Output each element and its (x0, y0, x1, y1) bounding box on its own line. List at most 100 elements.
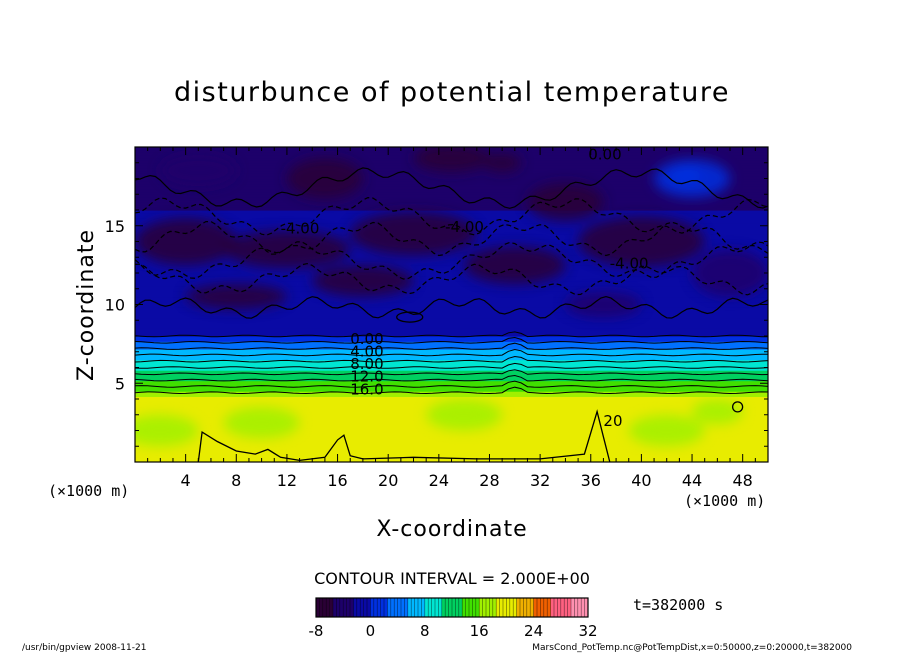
color-band (135, 210, 768, 214)
colorbar-segment (482, 598, 487, 617)
color-band (135, 364, 768, 369)
contour-label: 16.0 (350, 380, 383, 398)
colorbar-segment (370, 598, 375, 617)
colorbar-segment (387, 598, 392, 617)
colorbar-segment (564, 598, 568, 617)
colorbar-tick-label: 0 (366, 622, 376, 640)
color-band (135, 396, 768, 400)
x-axis-unit: (×1000 m) (684, 492, 765, 510)
color-band (135, 312, 768, 316)
isoline (135, 295, 768, 319)
colorbar-segment (404, 598, 409, 617)
colorbar-segment (492, 598, 497, 617)
colorbar-segment (343, 598, 347, 617)
colorbar-segment (577, 598, 582, 617)
colorbar-segment (557, 598, 562, 617)
isoline (135, 374, 768, 382)
disturbance-cell (350, 211, 477, 256)
color-band (135, 280, 768, 285)
disturbance-cell (527, 183, 604, 222)
colorbar-segment (503, 598, 507, 617)
contour-label: 20 (603, 412, 622, 430)
contour-label: -4.00 (445, 218, 484, 236)
color-band (135, 252, 768, 256)
color-band (135, 441, 768, 445)
color-band (135, 383, 768, 387)
disturbance-cell (426, 399, 503, 431)
x-tick-label: 36 (581, 471, 601, 490)
disturbance-cell (413, 147, 490, 173)
footer-right: MarsCond_PotTemp.nc@PotTempDist,x=0:5000… (532, 643, 852, 653)
contour-label: 0.00 (588, 146, 621, 164)
isoline (135, 342, 768, 350)
colorbar-segment (509, 598, 514, 617)
disturbance-cell (135, 217, 237, 266)
colorbar-segment (380, 598, 385, 617)
colorbar-segment (319, 598, 324, 617)
x-tick-label: 12 (277, 471, 297, 490)
color-band (135, 199, 768, 203)
color-band (135, 309, 768, 313)
color-band (135, 338, 768, 342)
color-band (135, 283, 768, 287)
colorbar-segment (554, 598, 558, 617)
colorbar-tick-label: -8 (309, 622, 324, 640)
colorbar-segment (421, 598, 426, 617)
color-band (135, 375, 768, 379)
color-band (135, 451, 768, 455)
colorbar (315, 597, 589, 618)
colorbar-segment (581, 598, 585, 617)
color-band (135, 354, 768, 358)
colorbar-tick-label: 32 (578, 622, 597, 640)
color-band (135, 189, 768, 193)
isoline (135, 362, 768, 369)
colorbar-tick-label: 24 (524, 622, 543, 640)
x-tick-label: 28 (479, 471, 499, 490)
colorbar-segment (414, 598, 419, 617)
isoline (135, 380, 768, 388)
colorbar-segment (496, 598, 500, 617)
x-tick-label: 4 (181, 471, 191, 490)
color-band (135, 191, 768, 195)
colorbar-segment (333, 598, 337, 617)
color-band (135, 320, 768, 324)
color-band (135, 367, 768, 371)
colorbar-segment (560, 598, 565, 617)
contour-label: 8.00 (350, 355, 383, 373)
color-band (135, 322, 768, 327)
contour-label: 0.00 (350, 330, 383, 348)
colorbar-segment (363, 598, 368, 617)
colorbar-segment (533, 598, 538, 617)
disturbance-cell (483, 153, 522, 173)
colorbar-segment (513, 598, 517, 617)
colorbar-segment (356, 598, 361, 617)
x-tick-label: 16 (327, 471, 347, 490)
colorbar-segment (397, 598, 402, 617)
colorbar-segment (458, 598, 463, 617)
color-band (135, 291, 768, 295)
colorbar-segment (543, 598, 548, 617)
colorbar-segment (339, 598, 344, 617)
x-tick-label: 48 (733, 471, 753, 490)
colorbar-segment (394, 598, 398, 617)
color-band (135, 446, 768, 450)
colorbar-segment (390, 598, 395, 617)
colorbar-segment (384, 598, 388, 617)
x-tick-label: 32 (530, 471, 550, 490)
color-band (135, 207, 768, 211)
colorbar-segment (322, 598, 327, 617)
color-band (135, 178, 768, 182)
color-band (135, 336, 768, 340)
color-band (135, 357, 768, 361)
color-band (135, 259, 768, 264)
disturbance-cell (135, 414, 199, 447)
disturbance-cell (312, 265, 414, 297)
color-band (135, 362, 768, 366)
x-axis-label: X-coordinate (376, 517, 527, 542)
isoline (135, 221, 768, 257)
color-band (135, 328, 768, 332)
isoline (135, 369, 768, 376)
x-tick-label: 40 (631, 471, 651, 490)
y-axis: 5 10 15 (105, 162, 768, 447)
